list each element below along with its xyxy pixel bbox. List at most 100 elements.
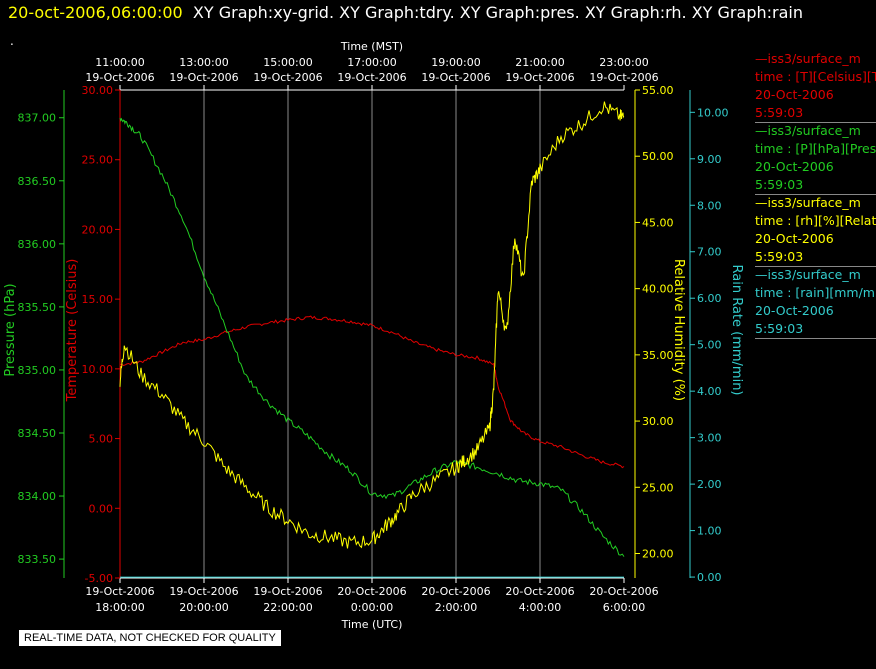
temperature-tick-label: 30.00: [82, 84, 114, 97]
x-top-axis-title: Time (MST): [340, 40, 403, 53]
x-bottom-tick-date: 19-Oct-2006: [253, 585, 322, 598]
rh-tick-label: 55.00: [642, 84, 674, 97]
legend-series-time: 5:59:03: [755, 177, 804, 192]
pressure-axis-title: Pressure (hPa): [3, 283, 18, 376]
x-top-tick-time: 23:00:00: [599, 56, 648, 69]
legend-divider: [755, 338, 876, 339]
legend-temperature[interactable]: —iss3/surface_m time : [T][Celsius][T 20…: [755, 50, 876, 123]
x-bottom-tick-time: 22:00:00: [263, 601, 312, 614]
legend-series-var: time : [rain][mm/min: [755, 285, 876, 300]
rh-tick-label: 50.00: [642, 150, 674, 163]
temperature-tick-label: -5.00: [85, 572, 113, 585]
series-line-rh: [119, 101, 625, 549]
rh-tick-label: 30.00: [642, 415, 674, 428]
pressure-tick-label: 836.00: [18, 238, 57, 251]
rain-axis-title: Rain Rate (mm/min): [729, 264, 744, 395]
title-timestamp: 20-oct-2006,06:00:00: [8, 3, 183, 22]
legend-series-date: 20-Oct-2006: [755, 159, 834, 174]
pressure-tick-label: 834.00: [18, 490, 57, 503]
legend-series-date: 20-Oct-2006: [755, 303, 834, 318]
pressure-tick-label: 836.50: [18, 175, 57, 188]
x-bottom-tick-time: 4:00:00: [519, 601, 561, 614]
temperature-tick-label: 0.00: [89, 502, 114, 515]
x-bottom-tick-time: 18:00:00: [95, 601, 144, 614]
rh-tick-label: 40.00: [642, 283, 674, 296]
legend-series-date: 20-Oct-2006: [755, 231, 834, 246]
x-top-tick-date: 19-Oct-2006: [169, 71, 238, 84]
x-bottom-tick-time: 6:00:00: [603, 601, 645, 614]
temperature-axis-title: Temperature (Celsius): [65, 259, 80, 403]
rh-axis-title: Relative Humidity (%): [671, 259, 686, 401]
rain-tick-label: 5.00: [697, 339, 722, 352]
legend-rh[interactable]: —iss3/surface_m time : [rh][%][Relativ 2…: [755, 194, 876, 267]
legend-series-var: time : [T][Celsius][T: [755, 69, 876, 84]
rh-tick-label: 20.00: [642, 548, 674, 561]
status-dot: .: [10, 34, 14, 48]
rain-tick-label: 2.00: [697, 478, 722, 491]
rain-tick-label: 0.00: [697, 571, 722, 584]
rain-tick-label: 1.00: [697, 525, 722, 538]
x-top-tick-date: 19-Oct-2006: [85, 71, 154, 84]
x-top-tick-date: 19-Oct-2006: [589, 71, 658, 84]
legend-series-date: 20-Oct-2006: [755, 87, 834, 102]
x-bottom-tick-date: 19-Oct-2006: [85, 585, 154, 598]
temperature-tick-label: 25.00: [82, 154, 114, 167]
x-bottom-tick-time: 20:00:00: [179, 601, 228, 614]
x-top-tick-time: 11:00:00: [95, 56, 144, 69]
legend-series-time: 5:59:03: [755, 249, 804, 264]
pressure-tick-label: 833.50: [18, 553, 57, 566]
legend-series-name: —iss3/surface_m: [755, 195, 861, 210]
rain-tick-label: 6.00: [697, 292, 722, 305]
x-top-tick-time: 19:00:00: [431, 56, 480, 69]
legend-pressure[interactable]: —iss3/surface_m time : [P][hPa][Pres 20-…: [755, 122, 876, 195]
x-bottom-tick-date: 20-Oct-2006: [505, 585, 574, 598]
pressure-tick-label: 835.00: [18, 364, 57, 377]
rain-tick-label: 8.00: [697, 199, 722, 212]
rain-tick-label: 9.00: [697, 153, 722, 166]
x-bottom-tick-time: 0:00:00: [351, 601, 393, 614]
x-bottom-tick-date: 19-Oct-2006: [169, 585, 238, 598]
x-top-tick-time: 17:00:00: [347, 56, 396, 69]
legend-divider: [755, 122, 876, 123]
series-line-pressure: [119, 117, 625, 557]
pressure-tick-label: 834.50: [18, 427, 57, 440]
x-top-tick-date: 19-Oct-2006: [337, 71, 406, 84]
series-line-temperature: [119, 315, 625, 469]
legend-series-name: —iss3/surface_m: [755, 123, 861, 138]
x-top-tick-time: 21:00:00: [515, 56, 564, 69]
window-title: 20-oct-2006,06:00:00 XY Graph:xy-grid. X…: [8, 3, 803, 22]
x-top-tick-time: 15:00:00: [263, 56, 312, 69]
x-bottom-tick-date: 20-Oct-2006: [421, 585, 490, 598]
legend-series-time: 5:59:03: [755, 321, 804, 336]
x-top-tick-date: 19-Oct-2006: [421, 71, 490, 84]
rh-tick-label: 45.00: [642, 216, 674, 229]
legend-series-name: —iss3/surface_m: [755, 51, 861, 66]
rain-tick-label: 4.00: [697, 385, 722, 398]
x-bottom-axis-title: Time (UTC): [341, 618, 403, 631]
legend-divider: [755, 266, 876, 267]
pressure-tick-label: 835.50: [18, 301, 57, 314]
rh-tick-label: 25.00: [642, 481, 674, 494]
x-top-tick-date: 19-Oct-2006: [505, 71, 574, 84]
rain-tick-label: 3.00: [697, 432, 722, 445]
temperature-tick-label: 5.00: [89, 433, 114, 446]
legend-rain[interactable]: —iss3/surface_m time : [rain][mm/min 20-…: [755, 266, 876, 339]
x-top-tick-time: 13:00:00: [179, 56, 228, 69]
legend-series-name: —iss3/surface_m: [755, 267, 861, 282]
temperature-tick-label: 20.00: [82, 223, 114, 236]
pressure-tick-label: 837.00: [18, 112, 57, 125]
title-graph-list: XY Graph:xy-grid. XY Graph:tdry. XY Grap…: [192, 3, 803, 22]
temperature-tick-label: 10.00: [82, 363, 114, 376]
legend-series-var: time : [P][hPa][Pres: [755, 141, 876, 156]
temperature-tick-label: 15.00: [82, 293, 114, 306]
data-quality-warning: REAL-TIME DATA, NOT CHECKED FOR QUALITY: [19, 630, 281, 646]
rain-tick-label: 7.00: [697, 246, 722, 259]
x-bottom-tick-time: 2:00:00: [435, 601, 477, 614]
legend-series-time: 5:59:03: [755, 105, 804, 120]
x-bottom-tick-date: 20-Oct-2006: [337, 585, 406, 598]
legend-series-var: time : [rh][%][Relativ: [755, 213, 876, 228]
x-top-tick-date: 19-Oct-2006: [253, 71, 322, 84]
x-bottom-tick-date: 20-Oct-2006: [589, 585, 658, 598]
legend-divider: [755, 194, 876, 195]
